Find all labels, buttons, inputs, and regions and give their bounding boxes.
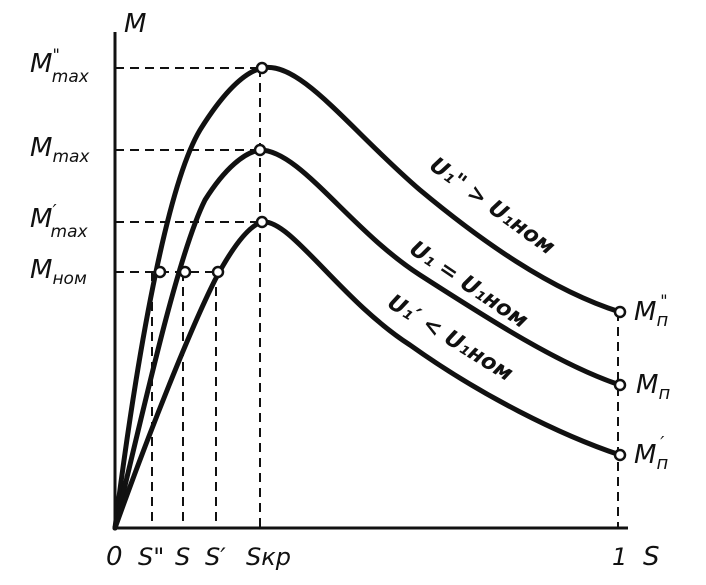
point-mmax (253, 143, 267, 157)
point-mmax-low (255, 215, 269, 229)
point-mnom-high (153, 265, 167, 279)
tick-m-max-low: M′ max (30, 201, 89, 242)
point-mmax-high (255, 61, 269, 75)
end-label-low: Mп′ (634, 433, 668, 474)
tick-one: 1 (612, 543, 627, 571)
curve-high-voltage (112, 64, 623, 531)
tick-m-max-high: M" max (30, 45, 90, 87)
origin-label: 0 (106, 542, 123, 572)
curve-low-voltage (112, 219, 623, 531)
x-axis-label: S (643, 542, 660, 572)
tick-m-nom: Mном (30, 255, 87, 289)
tick-s-high: S" (138, 543, 164, 571)
end-label-high: Mп" (634, 291, 668, 331)
tick-s-low: S′ (205, 543, 226, 571)
point-mn-low (613, 448, 627, 462)
point-mnom (178, 265, 192, 279)
tick-s-kr: Sкр (246, 543, 291, 571)
point-mn-high (613, 305, 627, 319)
point-mn (613, 378, 627, 392)
y-axis-label: M (124, 9, 146, 39)
tick-m-max: Mmax (30, 133, 90, 167)
tick-s: S (175, 543, 190, 571)
point-mnom-low (211, 265, 225, 279)
end-label-nominal: Mп (636, 370, 670, 404)
